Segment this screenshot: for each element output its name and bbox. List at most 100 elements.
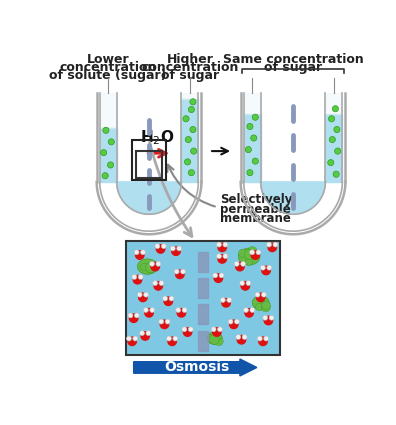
Circle shape [183,116,189,122]
Circle shape [245,309,253,317]
Circle shape [246,280,251,286]
Circle shape [261,265,265,270]
Circle shape [172,247,180,255]
Circle shape [150,308,155,312]
Circle shape [217,327,223,332]
Circle shape [237,335,246,344]
Circle shape [134,313,139,318]
Circle shape [251,135,257,141]
Circle shape [221,298,225,303]
Circle shape [181,269,185,274]
Circle shape [230,320,238,329]
Circle shape [173,336,178,341]
Circle shape [264,336,268,341]
Circle shape [160,320,169,329]
Bar [198,252,208,272]
Circle shape [108,139,114,145]
Bar [326,114,342,182]
Circle shape [128,313,133,318]
Ellipse shape [238,248,260,265]
Circle shape [126,336,131,341]
Circle shape [143,308,148,312]
Text: Lower: Lower [87,53,129,66]
Circle shape [169,296,174,301]
Circle shape [182,327,187,332]
Bar [198,331,208,351]
Circle shape [227,298,232,303]
Circle shape [255,303,263,311]
Circle shape [252,158,258,164]
Circle shape [333,171,339,177]
Circle shape [185,136,191,143]
Circle shape [155,244,160,249]
Circle shape [128,337,136,346]
Circle shape [185,159,190,165]
Bar [198,278,208,298]
FancyArrow shape [134,359,257,376]
Circle shape [209,334,219,344]
Circle shape [264,316,272,325]
Ellipse shape [137,259,158,274]
Circle shape [168,337,176,346]
Circle shape [183,328,192,336]
Circle shape [177,309,186,317]
Circle shape [154,282,162,290]
Circle shape [268,243,276,252]
Circle shape [335,148,341,154]
Circle shape [247,170,253,176]
Circle shape [139,293,147,302]
Circle shape [222,298,230,307]
Text: membrane: membrane [220,212,291,225]
Circle shape [161,244,166,249]
Circle shape [102,173,108,179]
Circle shape [159,319,164,324]
Circle shape [248,246,257,255]
Circle shape [328,159,334,166]
Circle shape [241,282,249,290]
Circle shape [247,123,253,130]
Circle shape [165,319,170,324]
Circle shape [332,106,339,112]
Circle shape [150,261,154,266]
Circle shape [134,250,139,255]
Circle shape [334,127,340,133]
Circle shape [239,249,247,258]
Bar [100,94,117,128]
Circle shape [250,308,255,312]
Circle shape [138,275,143,279]
Circle shape [139,331,145,336]
Circle shape [188,106,194,113]
Circle shape [259,337,267,346]
Circle shape [190,127,196,133]
Circle shape [137,292,142,297]
Text: of solute (sugar): of solute (sugar) [50,69,167,82]
Circle shape [177,246,182,251]
Text: Selectively: Selectively [220,193,292,207]
Circle shape [156,245,165,253]
Circle shape [234,319,240,324]
FancyBboxPatch shape [126,241,280,355]
Circle shape [236,262,244,271]
Text: Osmosis: Osmosis [164,360,229,374]
Circle shape [174,269,179,274]
Circle shape [236,334,241,340]
Circle shape [267,242,272,247]
Polygon shape [244,182,326,214]
Bar [100,128,117,182]
Circle shape [252,114,258,120]
Circle shape [190,148,197,154]
Circle shape [267,265,272,270]
Polygon shape [100,182,181,214]
Circle shape [152,280,158,286]
Circle shape [175,270,184,278]
Circle shape [166,336,171,341]
Circle shape [218,243,227,252]
Circle shape [261,303,270,312]
Circle shape [176,308,181,312]
Circle shape [217,242,221,247]
Circle shape [241,261,246,266]
Circle shape [273,242,278,247]
Circle shape [223,242,228,247]
Circle shape [219,273,224,278]
Bar [326,94,342,114]
